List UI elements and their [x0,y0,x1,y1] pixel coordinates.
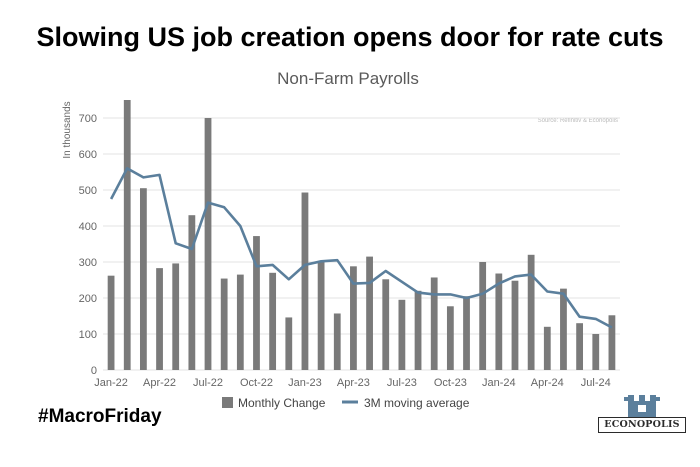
bar [139,188,147,370]
x-tick-label: Apr-24 [531,377,564,389]
moving-average-line [109,167,613,329]
y-tick-label: 500 [79,185,97,197]
bar [608,315,616,370]
bar [285,317,293,370]
y-tick-label: 300 [79,257,97,269]
bar [495,273,503,370]
bar [430,277,438,370]
bar [446,306,454,370]
legend-label-monthly-change: Monthly Change [238,396,326,410]
x-tick-label: Jan-22 [94,377,128,389]
x-tick-label: Jul-24 [581,377,611,389]
y-tick-label: 100 [79,329,97,341]
econopolis-tower-logo [624,395,660,418]
x-tick-label: Jan-23 [288,377,322,389]
x-tick-label: Oct-22 [240,377,273,389]
hashtag: #MacroFriday [38,406,162,427]
bar [204,118,212,370]
bar [414,290,422,370]
x-tick-label: Apr-22 [143,377,176,389]
bar [317,262,325,370]
bar [269,272,277,370]
x-tick-label: Apr-23 [337,377,370,389]
y-tick-label: 600 [79,149,97,161]
headline: Slowing US job creation opens door for r… [36,22,664,52]
chart-title: Non-Farm Payrolls [277,69,419,88]
bar [511,280,519,370]
bar [350,266,357,370]
bar [382,279,390,370]
bar [398,299,406,370]
bar [301,192,309,370]
bar [220,278,228,370]
bar [253,236,260,370]
bar [107,275,115,370]
x-tick-label: Oct-23 [434,377,467,389]
y-tick-label: 200 [79,293,97,305]
x-tick-label: Jan-24 [482,377,516,389]
logo-wordmark: ECONOPOLIS [598,417,686,433]
line-series [109,167,613,329]
bar [576,323,584,370]
bar [479,262,487,370]
bar [592,334,600,370]
legend-label-3m-average: 3M moving average [364,396,470,410]
x-tick-label: Jul-22 [193,377,223,389]
bar [560,288,567,370]
chart-source: Source: Refinitiv & Econopolis [538,118,618,124]
bar [527,254,535,370]
y-tick-label: 0 [91,365,97,377]
bar [172,263,180,370]
y-axis-label: In thousands [62,101,73,158]
bar [463,296,470,370]
bar [366,256,373,370]
bar [236,274,244,370]
x-tick-labels: Jan-22 Apr-22 Jul-22 Oct-22 Jan-23 Apr-23 Jul-… [94,377,610,389]
y-tick-label: 700 [79,113,97,125]
y-tick-labels: 0 100 200 300 400 500 600 700 [79,113,97,377]
bar [123,100,131,370]
bar-series [107,100,616,370]
legend-swatch-monthly-change [222,397,233,408]
bar [333,313,341,370]
y-tick-label: 400 [79,221,97,233]
bar [188,215,196,370]
bar [156,268,163,370]
bar [543,326,551,370]
x-tick-label: Jul-23 [387,377,417,389]
legend: Monthly Change 3M moving average [222,396,470,410]
